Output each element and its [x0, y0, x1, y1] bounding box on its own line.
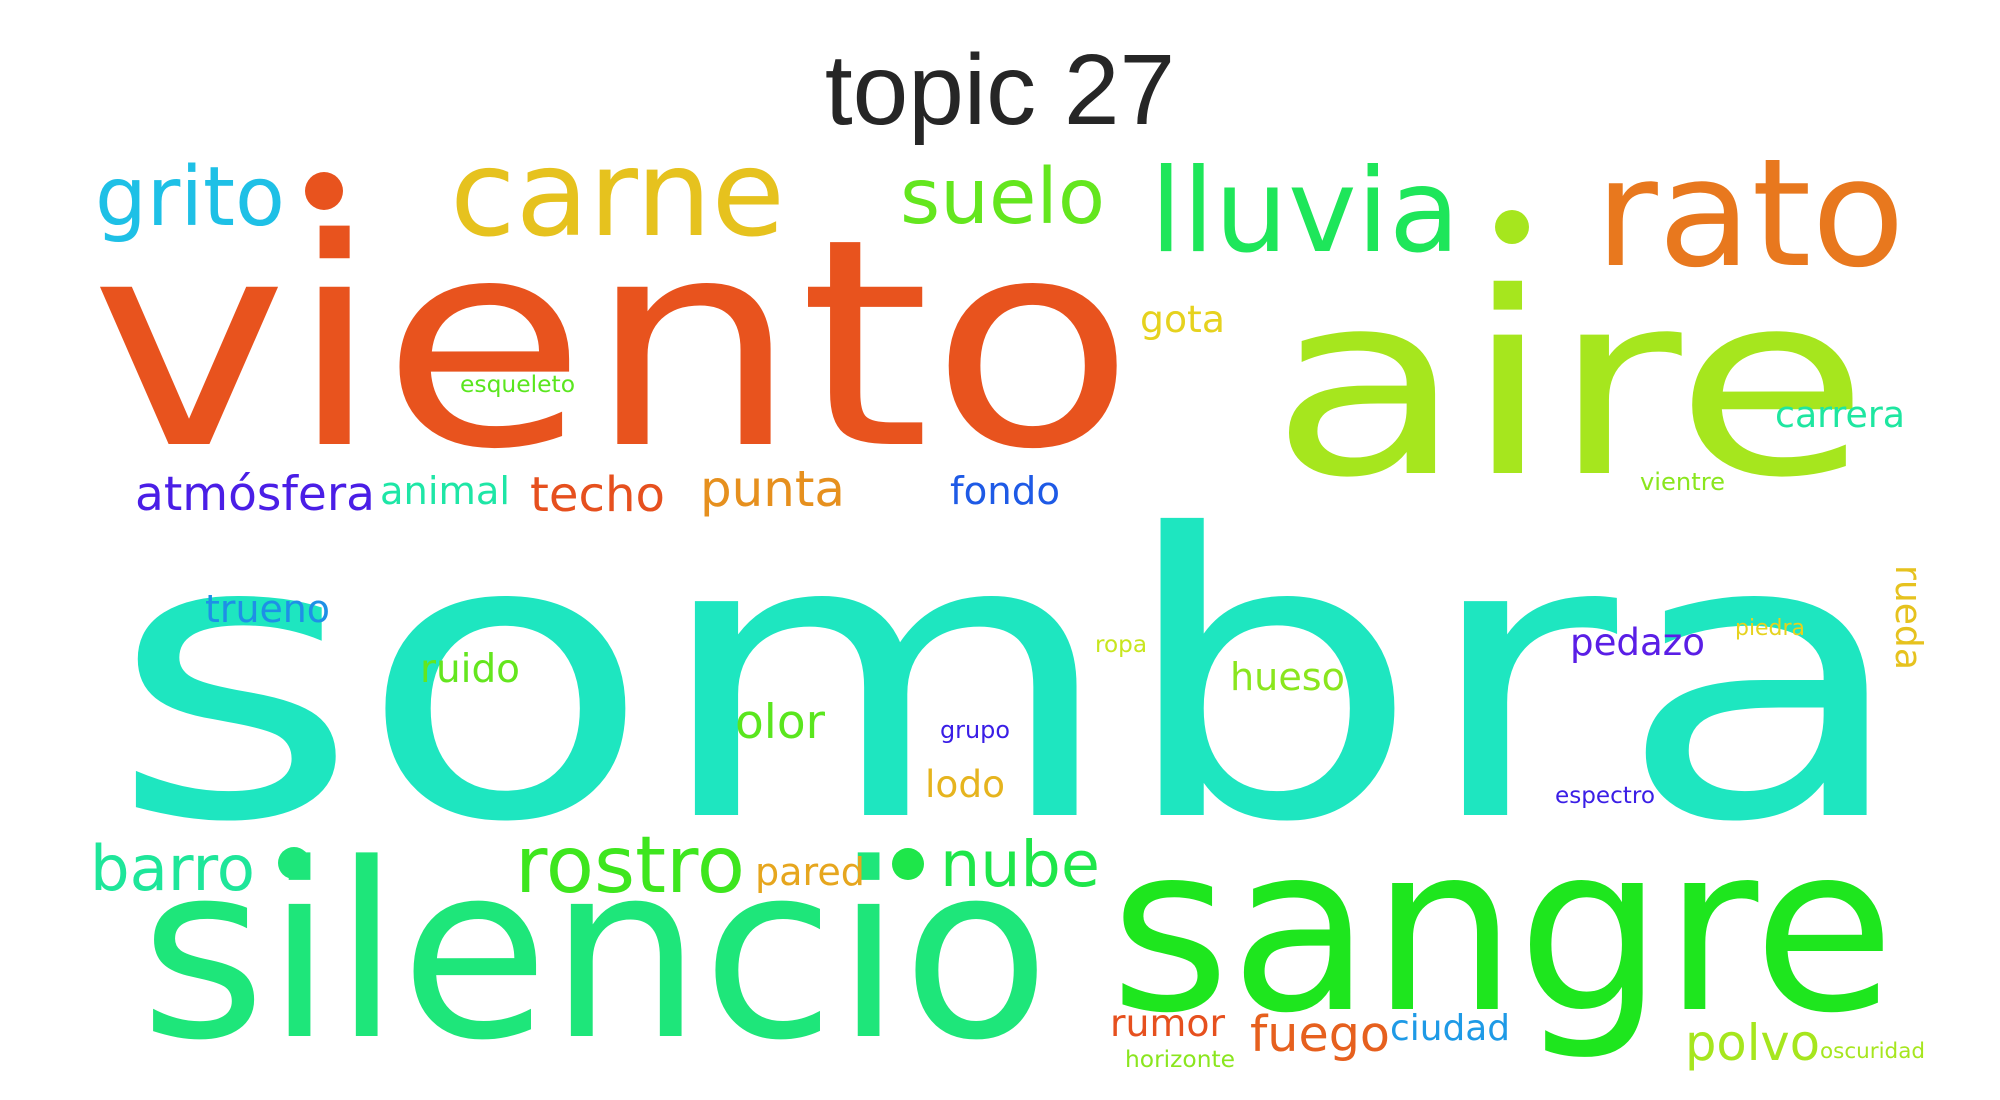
word-aire: aire [1270, 237, 1870, 533]
word-carne: carne [450, 125, 785, 265]
word-trueno: trueno [205, 587, 330, 632]
word-esqueleto: esqueleto [460, 369, 575, 398]
word-suelo: suelo [900, 151, 1105, 242]
word-hueso: hueso [1230, 655, 1345, 700]
word-horizonte: horizonte [1125, 1045, 1235, 1074]
dot-mark [1495, 210, 1529, 244]
word-pared: pared [755, 850, 865, 895]
word-grito: grito [95, 149, 285, 245]
word-espectro: espectro [1555, 783, 1655, 810]
word-rueda: rueda [1887, 565, 1931, 670]
word-punta: punta [700, 460, 845, 519]
word-rostro: rostro [515, 818, 745, 911]
dot-mark [892, 848, 924, 880]
word-lluvia: lluvia [1150, 144, 1460, 280]
word-rato: rato [1595, 127, 1905, 302]
word-piedra: piedra [1735, 616, 1805, 642]
word-animal: animal [380, 469, 510, 515]
chart-title: topic 27 [824, 34, 1176, 146]
word-polvo: polvo [1685, 1014, 1820, 1073]
word-ropa: ropa [1095, 632, 1147, 659]
word-pedazo: pedazo [1570, 620, 1705, 664]
word-grupo: grupo [940, 716, 1010, 745]
word-fuego: fuego [1250, 1005, 1390, 1064]
word-gota: gota [1140, 297, 1225, 342]
word-olor: olor [735, 694, 825, 750]
word-viento: viento [90, 177, 1135, 513]
dot-mark [305, 172, 343, 210]
word-lodo: lodo [925, 762, 1005, 807]
word-ciudad: ciudad [1390, 1008, 1510, 1050]
word-ruido: ruido [420, 646, 520, 692]
word-vientre: vientre [1640, 468, 1725, 497]
word-techo: techo [530, 466, 665, 523]
word-fondo: fondo [950, 469, 1060, 515]
word-atmosfera: atmósfera [135, 467, 375, 523]
word-sangre: sangre [1110, 795, 1895, 1064]
word-sombra: sombra [110, 452, 1910, 908]
word-rumor: rumor [1110, 1001, 1225, 1046]
word-barro: barro [90, 831, 255, 905]
dot-mark [278, 847, 310, 879]
word-oscuridad: oscuridad [1820, 1039, 1925, 1065]
word-carrera: carrera [1775, 392, 1905, 436]
word-nube: nube [940, 827, 1100, 902]
